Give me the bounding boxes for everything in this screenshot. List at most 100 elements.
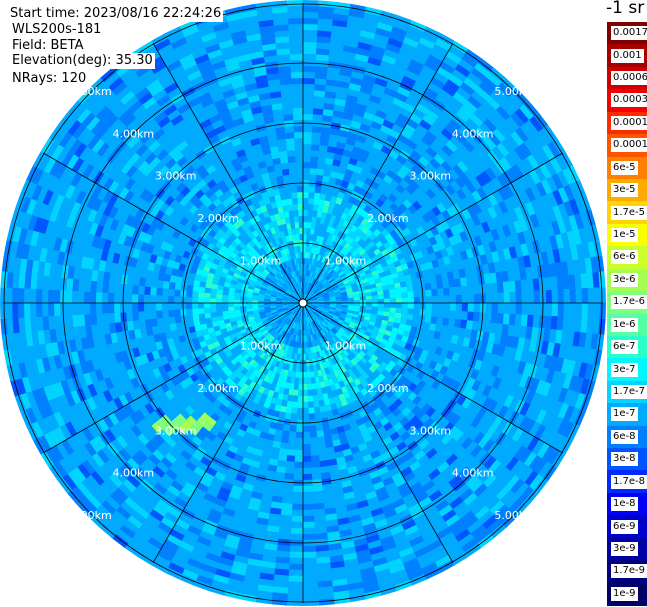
range-gate-bin [410,272,418,280]
range-gate-bin [305,276,308,283]
range-gate-bin [322,392,329,400]
range-gate-bin [325,213,332,221]
range-gate-bin [455,64,471,78]
range-gate-bin [211,535,227,546]
range-gate-bin [424,59,440,72]
range-gate-bin [329,470,340,478]
range-gate-bin [303,192,309,199]
range-gate-bin [321,249,327,257]
range-gate-bin [36,358,46,374]
range-gate-bin [338,468,349,477]
range-gate-bin [402,492,416,504]
range-gate-bin [322,321,328,327]
range-gate-bin [499,156,512,171]
range-gate-bin [391,343,399,351]
range-gate-bin [230,337,238,344]
range-gate-bin [357,41,373,51]
range-gate-bin [265,382,272,390]
range-gate-bin [286,326,291,333]
range-gate-bin [278,411,286,419]
range-gate-bin [431,473,445,485]
range-gate-bin [417,216,427,227]
range-gate-bin [313,96,325,104]
range-gate-bin [439,365,449,376]
range-gate-bin [182,568,199,581]
range-gate-bin [264,298,271,302]
range-gate-bin [507,324,515,337]
range-gate-bin [341,442,351,451]
range-gate-bin [65,421,77,437]
range-gate-bin [311,299,318,302]
range-gate-bin [339,337,346,344]
range-gate-bin [320,230,327,238]
range-gate-bin [78,314,86,327]
range-gate-bin [463,424,476,437]
range-gate-bin [509,441,522,457]
range-gate-bin [436,165,448,177]
range-gate-bin [248,440,258,449]
range-gate-bin [134,409,146,422]
range-gate-bin [400,552,417,564]
range-gate-bin [351,285,359,290]
range-gate-bin [229,317,237,323]
range-gate-bin [110,332,119,344]
range-gate-bin [308,316,312,323]
range-gate-bin [360,262,368,269]
range-gate-bin [88,513,105,529]
range-gate-bin [171,417,183,429]
range-gate-bin [174,342,183,352]
range-gate-bin [317,162,326,170]
range-gate-bin [335,278,342,284]
range-gate-bin [145,380,155,392]
range-gate-bin [491,445,505,460]
range-gate-bin [520,349,529,363]
range-gate-bin [251,368,259,376]
range-gate-bin [324,163,333,171]
range-gate-bin [268,427,277,435]
range-gate-bin [310,328,314,335]
range-gate-bin [323,348,329,356]
range-gate-bin [403,123,416,135]
range-gate-bin [560,330,569,345]
range-gate-bin [136,483,151,497]
range-gate-bin [152,367,162,378]
range-gate-bin [425,229,434,239]
range-gate-bin [488,132,502,147]
range-gate-bin [490,365,500,378]
range-gate-bin [280,329,285,336]
range-gate-bin [479,341,488,352]
range-gate-bin [420,334,428,343]
range-gate-bin [386,134,398,145]
range-gate-bin [303,347,306,354]
range-gate-bin [319,269,325,276]
range-gate-bin [572,331,581,347]
range-gate-bin [404,342,413,351]
range-gate-bin [233,384,242,393]
range-gate-bin [168,303,175,311]
range-gate-bin [198,375,208,385]
range-gate-bin [270,301,276,303]
range-gate-bin [127,275,135,286]
range-gate-bin [126,284,133,295]
range-gate-bin [77,243,86,257]
range-gate-bin [381,349,389,357]
range-gate-bin [275,471,286,479]
range-gate-bin [307,329,310,336]
range-gate-bin [473,311,480,322]
range-gate-bin [222,455,234,465]
range-gate-bin [54,277,62,291]
range-gate-bin [237,499,250,509]
range-gate-bin [363,204,372,214]
range-gate-bin [311,216,317,223]
range-gate-bin [186,415,197,426]
range-gate-bin [216,289,223,295]
range-gate-bin [365,376,374,385]
range-gate-bin [470,415,482,429]
range-gate-bin [514,244,524,258]
range-gate-bin [402,330,411,338]
range-gate-bin [157,477,171,490]
range-gate-bin [402,102,416,114]
range-gate-bin [168,316,176,325]
range-gate-bin [545,222,556,237]
range-gate-bin [394,477,407,488]
